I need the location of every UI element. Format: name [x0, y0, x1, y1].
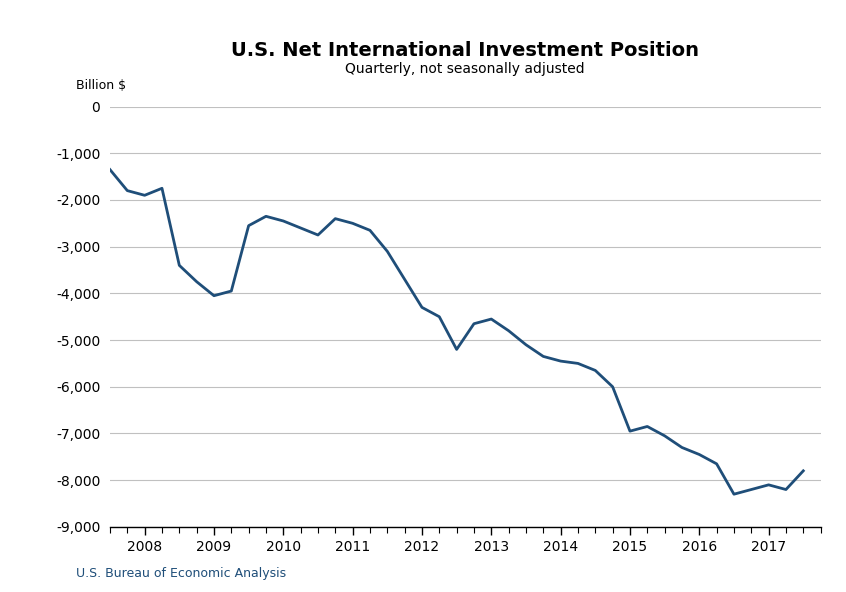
Text: U.S. Net International Investment Position: U.S. Net International Investment Positi…: [231, 41, 700, 60]
Text: U.S. Bureau of Economic Analysis: U.S. Bureau of Economic Analysis: [76, 567, 286, 580]
Text: Quarterly, not seasonally adjusted: Quarterly, not seasonally adjusted: [345, 62, 585, 76]
Text: Billion $: Billion $: [76, 79, 126, 92]
